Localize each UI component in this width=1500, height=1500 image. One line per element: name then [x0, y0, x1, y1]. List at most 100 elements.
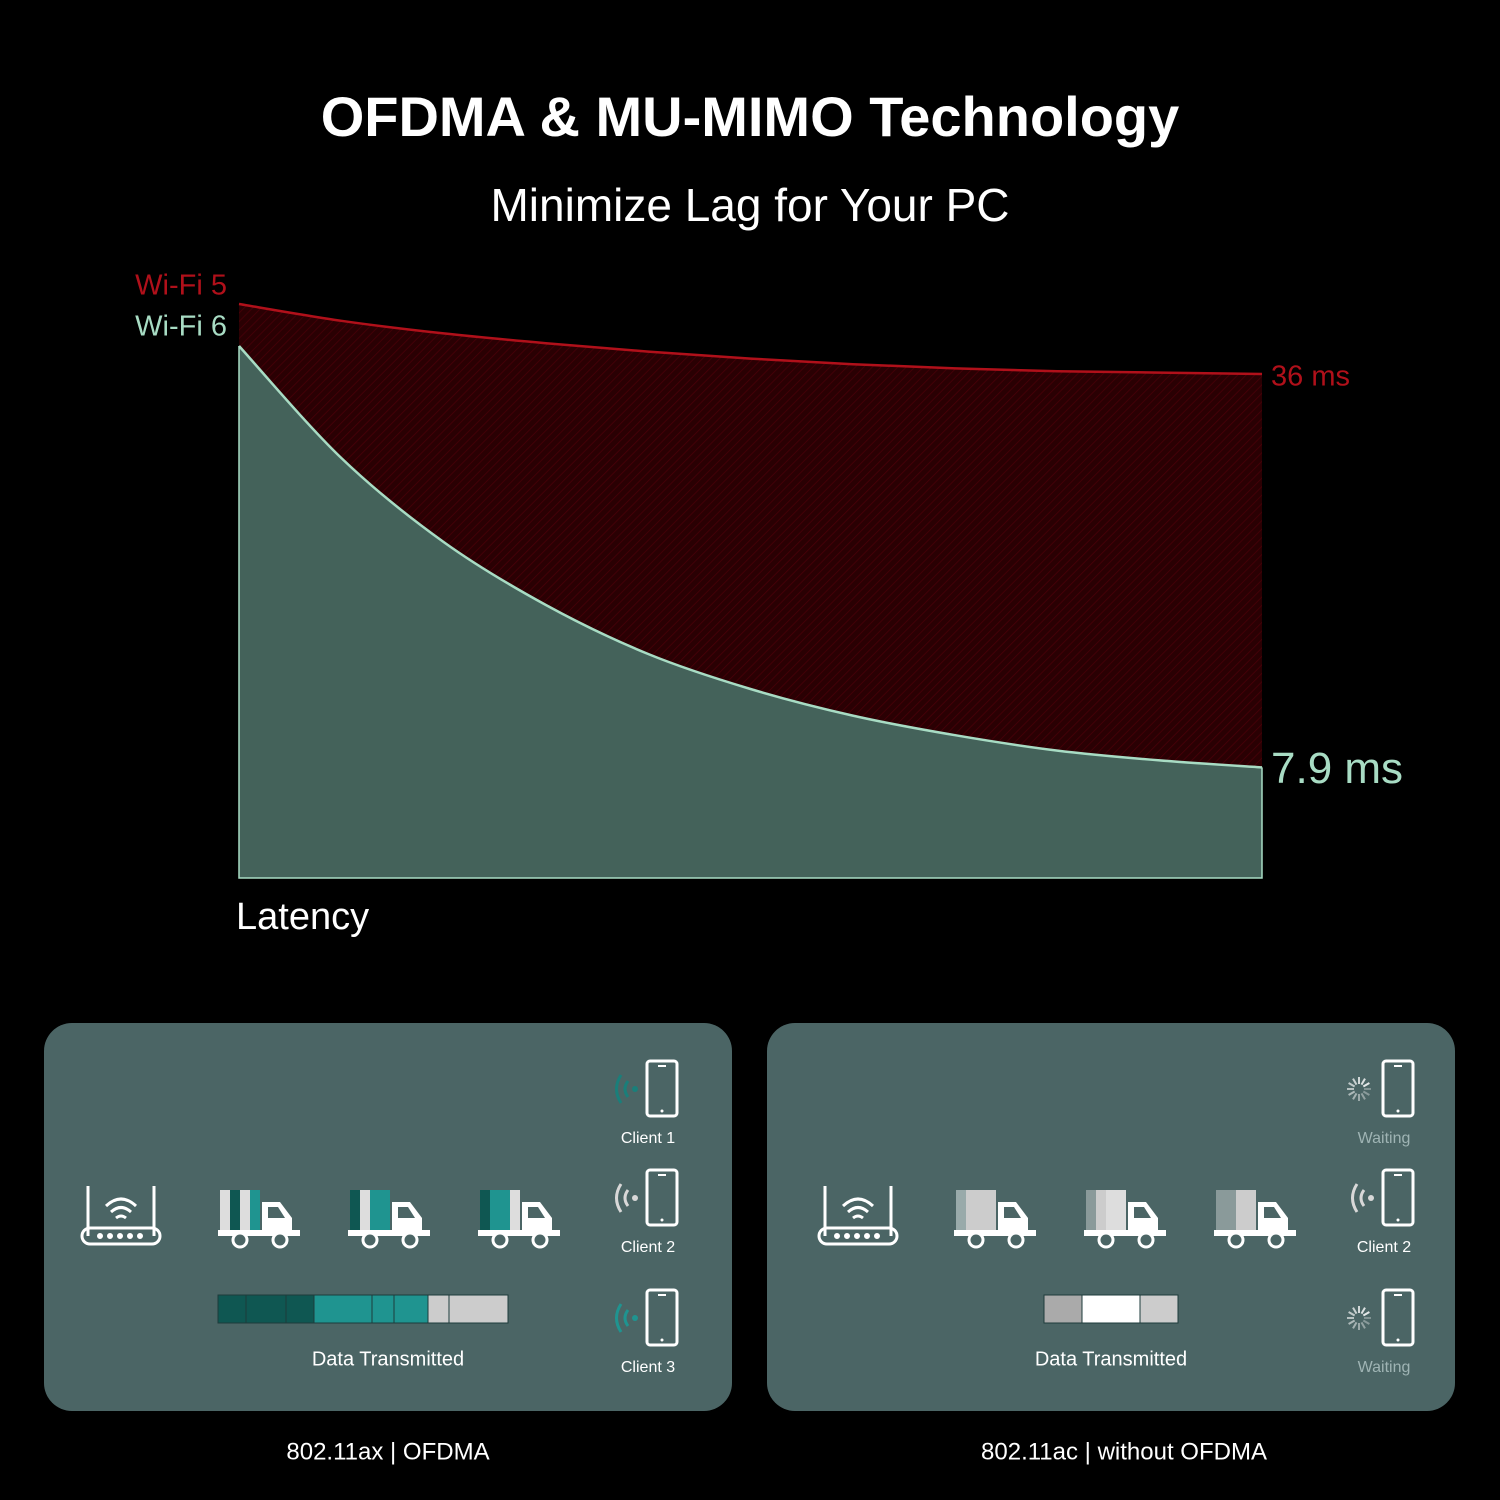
cargo [1116, 1190, 1126, 1232]
spinner [1360, 1092, 1366, 1100]
client-label: Client 3 [621, 1359, 675, 1376]
cargo [220, 1190, 230, 1232]
data-segment [1043, 1294, 1083, 1324]
data-segment [371, 1294, 395, 1324]
signal-dot [632, 1086, 638, 1092]
spinner [1352, 1307, 1358, 1315]
router-icon [80, 1186, 162, 1246]
spinner [1348, 1090, 1356, 1096]
truck-icon [218, 1190, 300, 1249]
cargo [370, 1190, 380, 1232]
wheel [1227, 1231, 1245, 1249]
signal-arc [615, 1074, 630, 1104]
wheel [401, 1231, 419, 1249]
window [1134, 1207, 1151, 1218]
home-btn [660, 1218, 664, 1222]
chassis [1214, 1230, 1296, 1236]
spinner [1348, 1319, 1356, 1325]
home-btn [1396, 1218, 1400, 1222]
led [97, 1233, 103, 1239]
home-btn [1396, 1109, 1400, 1113]
phone-icon [615, 1168, 679, 1227]
client-label: Waiting [1358, 1359, 1411, 1376]
value-label: 36 ms [1271, 361, 1350, 393]
data-segment [313, 1294, 373, 1324]
data-segment [217, 1294, 247, 1324]
truck-icon [348, 1190, 430, 1249]
area-line [238, 345, 1263, 769]
window [398, 1207, 415, 1218]
wheel [1137, 1231, 1155, 1249]
led [117, 1233, 123, 1239]
subtitle: Minimize Lag for Your PC [490, 179, 1009, 231]
truck-icon [954, 1190, 1036, 1249]
phone-body [645, 1288, 679, 1347]
cargo [986, 1190, 996, 1232]
truck-icon [1214, 1190, 1296, 1249]
cargo [1216, 1190, 1226, 1232]
spinner [1352, 1321, 1358, 1329]
cargo [490, 1190, 500, 1232]
phone-icon [1347, 1059, 1415, 1118]
window [1004, 1207, 1021, 1218]
panel-caption: 802.11ax | OFDMA [286, 1438, 489, 1465]
spinner [1360, 1307, 1366, 1315]
cargo [230, 1190, 240, 1232]
data-segment [285, 1294, 315, 1324]
wheel [1267, 1231, 1285, 1249]
wifi-arc [841, 1197, 875, 1220]
router-icon [817, 1186, 899, 1246]
signal-arc [1351, 1183, 1366, 1213]
data-segment [448, 1294, 509, 1324]
spinner [1352, 1078, 1358, 1086]
area-line [238, 302, 1263, 376]
signal-dot [632, 1315, 638, 1321]
cargo [976, 1190, 986, 1232]
cargo [1086, 1190, 1096, 1232]
spinner [1348, 1082, 1356, 1088]
client-label: Client 2 [621, 1239, 675, 1256]
phone-icon [1347, 1288, 1415, 1347]
x-axis-label: Latency [236, 896, 369, 938]
phone-body [645, 1059, 679, 1118]
data-segment [245, 1294, 287, 1324]
wheel [967, 1231, 985, 1249]
signal-arc [615, 1183, 630, 1213]
client-label: Waiting [1358, 1130, 1411, 1147]
spinner [1360, 1321, 1366, 1329]
cargo [500, 1190, 510, 1232]
home-btn [660, 1109, 664, 1113]
led [864, 1233, 870, 1239]
led [854, 1233, 860, 1239]
cargo [966, 1190, 976, 1232]
window [268, 1207, 285, 1218]
cargo [380, 1190, 390, 1232]
spinner [1362, 1082, 1370, 1088]
cargo [1226, 1190, 1236, 1232]
cargo [240, 1190, 250, 1232]
window [1264, 1207, 1281, 1218]
spinner [1362, 1319, 1370, 1325]
home-btn [1396, 1338, 1400, 1342]
phone-body [645, 1168, 679, 1227]
phone-icon [615, 1059, 679, 1118]
wheel [271, 1231, 289, 1249]
truck-icon [1084, 1190, 1166, 1249]
data-segment [427, 1294, 450, 1324]
phone-icon [615, 1288, 679, 1347]
led [127, 1233, 133, 1239]
home-btn [660, 1338, 664, 1342]
wifi-arc [104, 1197, 138, 1220]
cargo [1236, 1190, 1246, 1232]
chassis [348, 1230, 430, 1236]
chassis [954, 1230, 1036, 1236]
spinner [1352, 1092, 1358, 1100]
phone-body [1381, 1288, 1415, 1347]
data-segment [393, 1294, 429, 1324]
wheel [531, 1231, 549, 1249]
spinner [1362, 1311, 1370, 1317]
cargo [1096, 1190, 1106, 1232]
truck-icon [478, 1190, 560, 1249]
